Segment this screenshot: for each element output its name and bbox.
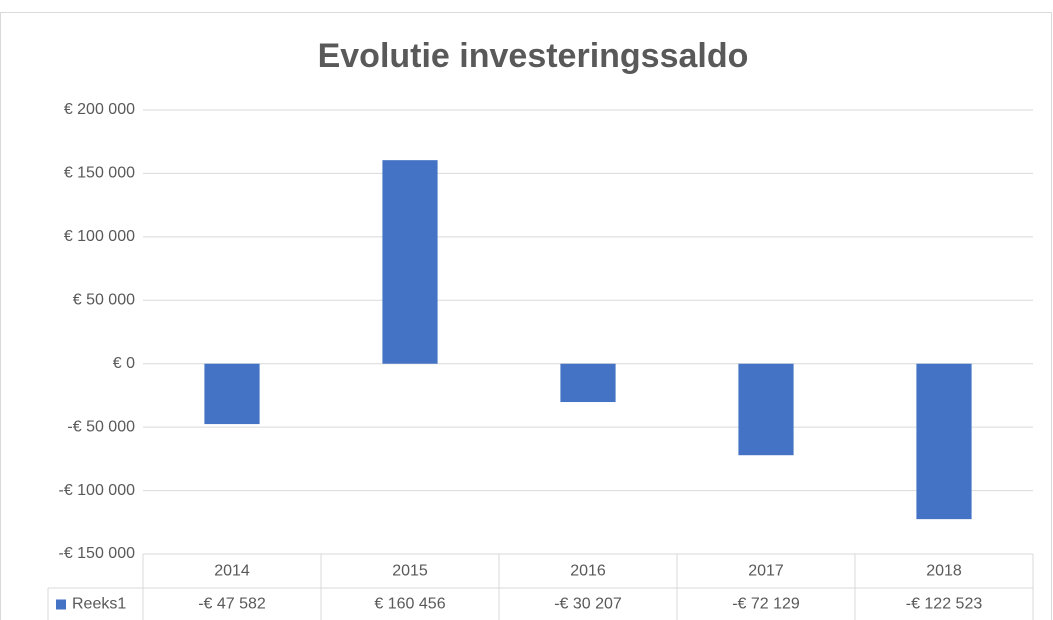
bar <box>560 363 616 403</box>
x-tick-label: 2015 <box>392 563 428 580</box>
y-tick-label: € 150 000 <box>64 165 135 182</box>
y-tick-label: -€ 50 000 <box>67 418 135 435</box>
x-tick-label: 2014 <box>214 563 250 580</box>
table-value: € 160 456 <box>374 596 445 613</box>
y-tick-label: € 0 <box>113 355 135 372</box>
legend-swatch <box>56 599 66 610</box>
chart-title: Evolutie investeringssaldo <box>318 37 749 75</box>
bar <box>916 363 972 520</box>
y-tick-label: € 100 000 <box>64 228 135 245</box>
x-tick-label: 2016 <box>570 563 606 580</box>
y-tick-label: € 200 000 <box>64 101 135 118</box>
bar <box>204 363 260 425</box>
y-tick-label: -€ 100 000 <box>58 482 135 499</box>
legend-label: Reeks1 <box>72 596 126 613</box>
y-tick-label: -€ 150 000 <box>58 545 135 562</box>
bar <box>382 160 438 364</box>
chart-border <box>0 12 1052 620</box>
table-value: -€ 47 582 <box>198 596 266 613</box>
y-tick-label: € 50 000 <box>73 292 135 309</box>
table-value: -€ 122 523 <box>906 596 983 613</box>
table-value: -€ 30 207 <box>554 596 622 613</box>
table-value: -€ 72 129 <box>732 596 800 613</box>
x-tick-label: 2017 <box>748 563 784 580</box>
x-tick-label: 2018 <box>926 563 962 580</box>
bar <box>738 363 794 456</box>
